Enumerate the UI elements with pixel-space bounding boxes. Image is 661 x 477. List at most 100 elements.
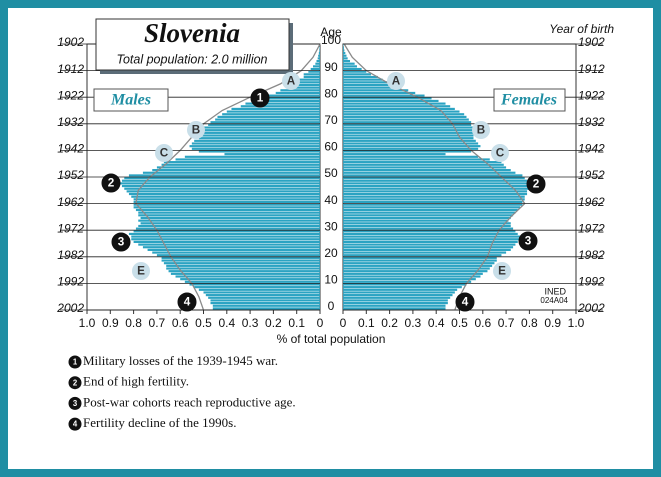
bar	[303, 73, 320, 76]
bar	[215, 118, 320, 121]
bar	[343, 65, 357, 68]
title-box	[95, 18, 290, 71]
bar	[210, 302, 320, 305]
marker-label: 2	[108, 177, 115, 190]
marker-label: 2	[73, 378, 78, 387]
bar	[343, 259, 497, 262]
bar	[343, 280, 472, 283]
bar	[343, 153, 446, 156]
bar	[168, 270, 320, 273]
bar	[194, 131, 320, 134]
y-tick-label: 100	[321, 33, 341, 47]
x-tick-label: 1.0	[79, 316, 96, 330]
bar	[319, 49, 320, 52]
marker-circle	[250, 88, 270, 108]
bar	[343, 134, 474, 137]
bar	[296, 81, 320, 84]
bar	[343, 57, 348, 60]
bar	[343, 81, 390, 84]
source: INED	[544, 286, 566, 296]
y2-tick-label: 1952	[57, 168, 84, 182]
y2-tick-label: 1982	[578, 248, 605, 262]
bar	[156, 166, 320, 169]
y2-tick-label: 1932	[578, 115, 605, 129]
bar	[343, 121, 472, 124]
bar	[343, 49, 345, 52]
x-tick-label: 0.5	[451, 316, 468, 330]
bar	[343, 150, 472, 153]
bar	[343, 161, 502, 164]
bar	[343, 275, 481, 278]
bar	[343, 107, 455, 110]
x-tick-label: 0.3	[405, 316, 422, 330]
marker-circle	[155, 144, 173, 162]
y2-tick-label: 1932	[57, 115, 84, 129]
bar	[224, 153, 320, 156]
bar	[343, 102, 446, 105]
bar	[343, 115, 467, 118]
bar	[198, 288, 320, 291]
bar	[343, 254, 502, 257]
y-axis-label: Age	[320, 25, 342, 39]
bar	[343, 179, 528, 182]
bar	[299, 78, 320, 81]
marker-circle	[177, 292, 197, 312]
marker-label: B	[192, 124, 200, 137]
bar	[343, 211, 516, 214]
y2-tick-label: 1972	[578, 221, 605, 235]
marker-label: C	[160, 147, 169, 160]
chart-subtitle: Total population: 2.0 million	[116, 52, 267, 66]
y2-tick-label: 1902	[57, 35, 84, 49]
y-tick-label: 40	[324, 193, 338, 207]
bar	[175, 275, 320, 278]
bar	[343, 113, 465, 116]
bar	[343, 240, 518, 243]
y2-tick-label: 1922	[57, 88, 84, 102]
y2-axis-label: Year of birth	[549, 22, 614, 36]
marker-label: 4	[73, 420, 78, 429]
bar	[318, 51, 320, 55]
bar	[343, 203, 523, 206]
bar	[343, 227, 514, 230]
x-tick-label: 0	[317, 316, 324, 330]
marker-label: A	[392, 75, 401, 88]
bar	[152, 251, 320, 254]
bar	[142, 171, 320, 174]
marker-circle	[472, 121, 490, 139]
y2-tick-label: 1992	[578, 275, 605, 289]
marker-label: 4	[462, 296, 469, 309]
bar	[131, 195, 320, 198]
bar	[343, 248, 511, 251]
y-tick-label: 70	[324, 113, 338, 127]
bar	[152, 169, 320, 172]
bar	[163, 161, 320, 164]
note-text: Military losses of the 1939-1945 war.	[83, 353, 278, 368]
bar	[343, 54, 347, 57]
bar	[343, 137, 474, 140]
bar	[133, 203, 320, 206]
bar	[343, 139, 476, 142]
marker-label: 2	[533, 178, 540, 191]
bar	[343, 169, 511, 172]
y2-tick-label: 2002	[577, 301, 605, 315]
y2-tick-label: 1982	[57, 248, 84, 262]
y2-tick-label: 1922	[578, 88, 605, 102]
bar	[198, 150, 320, 153]
chart-title: Slovenia	[144, 18, 240, 48]
bar	[198, 129, 320, 132]
bar	[316, 59, 320, 63]
bar	[205, 294, 320, 297]
males-box	[93, 88, 169, 112]
bar	[212, 307, 320, 310]
y-tick-label: 80	[324, 86, 338, 100]
marker-label: 1	[257, 92, 264, 105]
bar	[343, 294, 453, 297]
bar	[343, 171, 516, 174]
bar	[343, 286, 462, 289]
bar	[245, 102, 320, 105]
note-text: End of high fertility.	[83, 374, 189, 389]
bar	[175, 158, 320, 161]
bar	[343, 129, 476, 132]
bar	[119, 182, 321, 185]
males-label: Males	[110, 92, 151, 109]
